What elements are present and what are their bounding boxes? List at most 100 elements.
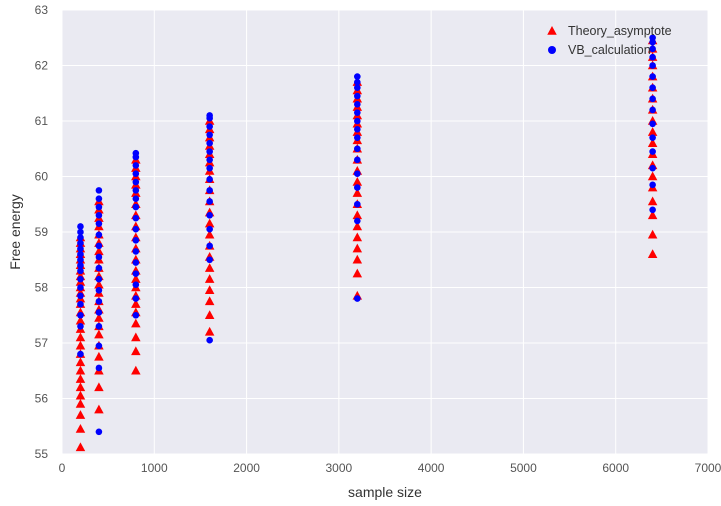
x-tick-label: 3000: [326, 461, 353, 475]
point-vb-calculation: [354, 184, 361, 191]
x-tick-label: 7000: [695, 461, 721, 475]
point-vb-calculation: [95, 309, 103, 316]
x-axis-label: sample size: [348, 484, 422, 500]
y-tick-label: 60: [35, 170, 49, 184]
point-vb-calculation: [649, 73, 656, 80]
point-vb-calculation: [354, 84, 361, 91]
y-tick-label: 57: [35, 336, 49, 350]
point-theory-asymptote: [94, 329, 104, 339]
point-theory-asymptote: [131, 332, 141, 342]
point-vb-calculation: [77, 350, 84, 358]
point-theory-asymptote: [94, 313, 104, 322]
point-theory-asymptote: [131, 299, 141, 308]
point-theory-asymptote: [75, 442, 86, 452]
point-vb-calculation: [95, 253, 103, 261]
point-vb-calculation: [649, 181, 656, 189]
point-vb-calculation: [206, 187, 213, 194]
point-vb-calculation: [95, 298, 103, 305]
y-tick-label: 62: [35, 59, 49, 73]
point-vb-calculation: [132, 187, 140, 194]
point-vb-calculation: [95, 187, 103, 194]
point-vb-calculation: [206, 225, 213, 233]
point-theory-asymptote: [75, 340, 86, 350]
point-theory-asymptote: [647, 249, 658, 258]
point-vb-calculation: [77, 250, 84, 258]
point-theory-asymptote: [204, 274, 215, 283]
point-theory-asymptote: [647, 171, 658, 181]
point-vb-calculation: [77, 256, 84, 264]
point-vb-calculation: [95, 264, 103, 272]
point-vb-calculation: [206, 336, 213, 344]
y-tick-label: 61: [35, 114, 49, 128]
point-vb-calculation: [649, 34, 656, 42]
point-vb-calculation: [649, 62, 656, 69]
point-vb-calculation: [132, 281, 140, 289]
point-theory-asymptote: [131, 274, 141, 283]
point-vb-calculation: [77, 262, 84, 269]
point-vb-calculation: [649, 53, 656, 61]
point-theory-asymptote: [204, 310, 215, 319]
legend-label-vb-calculation: VB_calculation: [568, 43, 651, 57]
point-theory-asymptote: [352, 243, 363, 253]
point-vb-calculation: [95, 195, 103, 202]
y-tick-label: 59: [35, 225, 49, 239]
point-vb-calculation: [354, 101, 361, 108]
point-theory-asymptote: [204, 326, 215, 336]
y-tick-label: 58: [35, 281, 49, 295]
point-vb-calculation: [354, 145, 361, 153]
point-vb-calculation: [649, 134, 656, 141]
point-vb-calculation: [206, 175, 213, 183]
point-theory-asymptote: [352, 254, 363, 264]
point-theory-asymptote: [94, 246, 104, 256]
point-vb-calculation: [649, 148, 656, 155]
point-theory-asymptote: [647, 229, 658, 239]
point-vb-calculation: [132, 214, 140, 222]
point-theory-asymptote: [204, 296, 215, 306]
point-vb-calculation: [206, 112, 213, 119]
point-theory-asymptote: [75, 332, 86, 342]
point-vb-calculation: [77, 311, 84, 319]
point-theory-asymptote: [75, 365, 86, 375]
grid-lines: [61, 9, 709, 455]
x-tick-labels: 0 1000 2000 3000 4000 5000 6000 7000: [59, 461, 721, 475]
point-vb-calculation: [95, 286, 103, 294]
point-theory-asymptote: [352, 210, 363, 220]
point-vb-calculation: [354, 117, 361, 125]
point-vb-calculation: [77, 275, 84, 283]
point-vb-calculation: [77, 239, 84, 247]
point-theory-asymptote: [94, 279, 104, 289]
point-vb-calculation: [354, 170, 361, 178]
point-theory-asymptote: [75, 315, 86, 325]
point-vb-calculation: [95, 323, 103, 330]
y-tick-label: 56: [35, 392, 49, 406]
point-vb-calculation: [132, 295, 140, 302]
x-tick-label: 0: [59, 461, 66, 475]
point-theory-asymptote: [204, 218, 215, 228]
point-theory-asymptote: [647, 127, 658, 136]
point-vb-calculation: [77, 228, 84, 236]
point-vb-calculation: [77, 223, 84, 230]
point-vb-calculation: [649, 164, 656, 172]
point-theory-asymptote: [352, 177, 363, 186]
point-vb-calculation: [354, 200, 361, 208]
point-vb-calculation: [95, 212, 103, 219]
point-vb-calculation: [206, 148, 213, 155]
point-vb-calculation: [132, 178, 140, 186]
point-theory-asymptote: [204, 285, 215, 295]
point-vb-calculation: [95, 364, 103, 372]
point-vb-calculation: [77, 292, 84, 300]
point-theory-asymptote: [204, 229, 215, 239]
point-vb-calculation: [95, 231, 103, 239]
point-vb-calculation: [206, 242, 213, 250]
point-vb-calculation: [132, 203, 140, 211]
point-vb-calculation: [77, 323, 84, 330]
legend-marker-theory-asymptote: [547, 26, 557, 35]
x-tick-label: 2000: [233, 461, 260, 475]
point-vb-calculation: [649, 106, 656, 114]
point-vb-calculation: [95, 242, 103, 250]
point-vb-calculation: [132, 237, 140, 244]
point-vb-calculation: [354, 217, 361, 225]
point-vb-calculation: [77, 267, 84, 275]
point-vb-calculation: [95, 220, 103, 227]
